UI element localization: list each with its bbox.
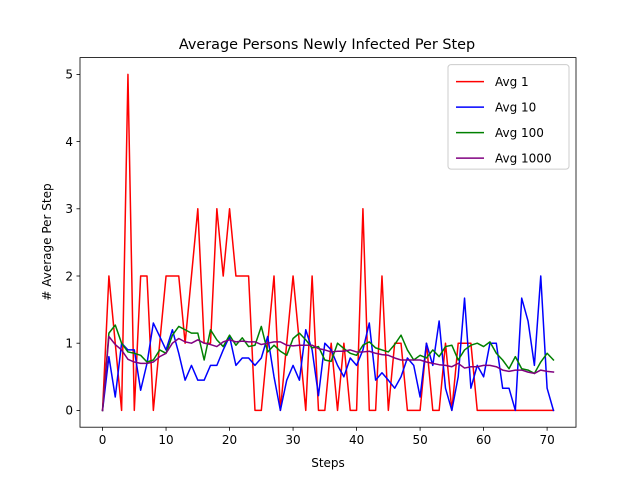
x-tick-label: 10	[158, 433, 173, 447]
x-tick-label: 20	[222, 433, 237, 447]
legend-frame	[447, 64, 570, 170]
x-axis-label: Steps	[311, 456, 345, 470]
plot-frame	[79, 57, 577, 428]
y-tick-label: 0	[65, 404, 73, 418]
legend-label: Avg 1000	[495, 151, 552, 165]
chart-title: Average Persons Newly Infected Per Step	[179, 37, 475, 53]
x-tick-label: 40	[349, 433, 364, 447]
x-tick-label: 60	[476, 433, 491, 447]
y-axis-label: # Average Per Step	[40, 183, 54, 300]
x-tick-label: 70	[539, 433, 554, 447]
legend: Avg 1 Avg 10 Avg 100 Avg 1000	[447, 64, 570, 170]
y-tick-label: 4	[65, 135, 73, 149]
series-line-4	[101, 335, 555, 412]
legend-label: Avg 10	[495, 100, 536, 114]
legend-label: Avg 1	[495, 75, 529, 89]
plot-area	[79, 57, 577, 428]
x-tick-label: 50	[412, 433, 427, 447]
legend-label: Avg 100	[495, 126, 544, 140]
x-axis: 0 10 20 30 40 50 60 70	[99, 427, 555, 447]
y-tick-label: 3	[65, 202, 73, 216]
x-tick-label: 30	[285, 433, 300, 447]
series-line-2	[101, 275, 555, 412]
series-line-1	[101, 73, 555, 412]
y-tick-label: 1	[65, 337, 73, 351]
y-tick-label: 5	[65, 68, 73, 82]
series-layer	[101, 73, 555, 412]
y-tick-label: 2	[65, 269, 73, 283]
series-line-3	[101, 324, 555, 412]
y-axis: 0 1 2 3 4 5	[65, 68, 80, 418]
x-tick-label: 0	[99, 433, 107, 447]
